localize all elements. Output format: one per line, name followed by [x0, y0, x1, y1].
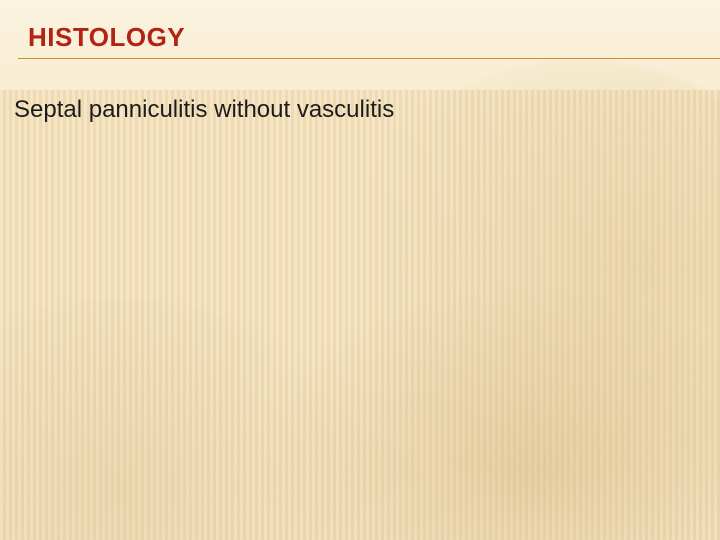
presentation-slide: HISTOLOGY Septal panniculitis without va… — [0, 0, 720, 540]
slide-body-text: Septal panniculitis without vasculitis — [14, 96, 394, 124]
title-underline — [18, 58, 720, 59]
slide-title: HISTOLOGY — [28, 22, 720, 53]
title-area: HISTOLOGY — [28, 22, 720, 53]
